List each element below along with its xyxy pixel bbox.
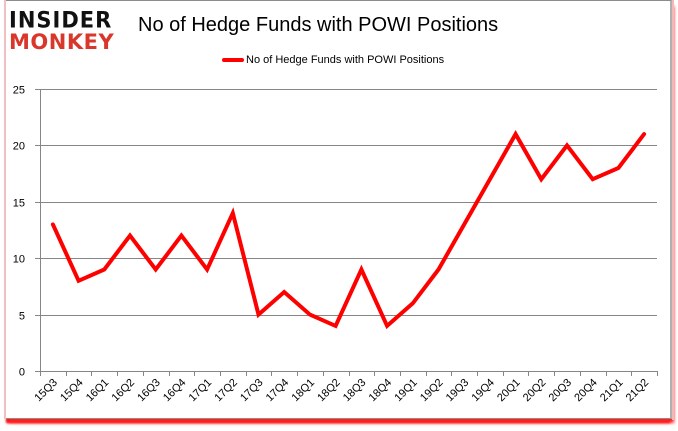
series-line: [50, 130, 647, 330]
x-tick-label: 20Q2: [521, 377, 549, 405]
logo-line-monkey: MONKEY: [9, 30, 115, 54]
x-tick-label: 16Q4: [161, 377, 189, 405]
chart-legend: No of Hedge Funds with POWI Positions: [222, 52, 444, 68]
y-tick-label: 15: [13, 198, 25, 210]
x-tick-label: 17Q1: [187, 377, 215, 405]
legend-label: No of Hedge Funds with POWI Positions: [246, 54, 445, 66]
x-tick-label: 18Q3: [341, 377, 369, 405]
x-tick-label: 18Q2: [315, 377, 343, 405]
x-tick-label: 17Q3: [238, 377, 266, 405]
x-tick-label: 20Q1: [495, 377, 523, 405]
y-tick-label: 25: [13, 85, 25, 97]
legend-line-swatch-icon: [222, 58, 244, 62]
x-tick-label: 20Q4: [572, 377, 600, 405]
x-tick-label: 20Q3: [547, 377, 575, 405]
x-tick-label: 19Q1: [392, 377, 420, 405]
y-tick-label: 20: [13, 141, 25, 153]
x-tick-label: 15Q4: [58, 377, 86, 405]
x-tick-label: 19Q4: [469, 377, 497, 405]
insider-monkey-logo: INSIDER MONKEY: [9, 7, 129, 55]
x-tick-label: 21Q2: [624, 377, 652, 405]
frame-accent-left: [4, 0, 6, 419]
y-tick-label: 5: [19, 311, 25, 323]
x-tick-label: 19Q2: [418, 377, 446, 405]
y-tick-label: 0: [19, 367, 25, 379]
chart-title: No of Hedge Funds with POWI Positions: [138, 14, 499, 36]
x-tick-label: 21Q1: [598, 377, 626, 405]
x-tick-label: 18Q1: [290, 377, 318, 405]
y-axis: 0 5 10 15 20 25: [13, 85, 41, 379]
x-axis: 15Q315Q416Q116Q216Q316Q417Q117Q217Q317Q4…: [32, 371, 658, 405]
y-tick-label: 10: [13, 254, 25, 266]
x-tick-label: 16Q1: [84, 377, 112, 405]
x-tick-label: 16Q2: [110, 377, 138, 405]
x-tick-label: 16Q3: [135, 377, 163, 405]
x-tick-label: 19Q3: [444, 377, 472, 405]
gridlines: [35, 89, 657, 372]
x-tick-label: 15Q3: [32, 377, 60, 405]
frame-accent-right: [672, 0, 674, 420]
chart-frame: [4, 0, 672, 419]
logo-line-insider: INSIDER: [9, 7, 113, 33]
x-tick-label: 18Q4: [367, 377, 395, 405]
x-tick-label: 17Q2: [212, 377, 240, 405]
x-tick-label: 17Q4: [264, 377, 292, 405]
